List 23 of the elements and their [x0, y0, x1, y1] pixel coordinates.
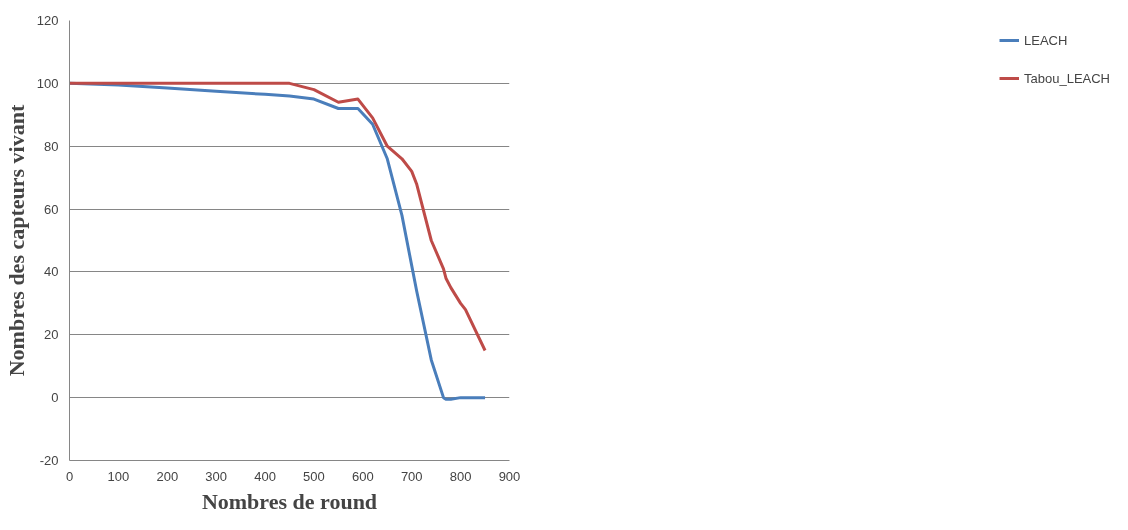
y-tick-label: 100 [36, 75, 59, 91]
y-tick-label: -20 [39, 453, 59, 468]
x-tick-label: 100 [107, 468, 130, 484]
x-tick-label: 400 [254, 468, 276, 484]
y-tick-label: 120 [36, 13, 59, 28]
y-tick-label: 40 [44, 264, 59, 280]
x-tick-label: 200 [156, 468, 179, 484]
y-tick-label: 60 [44, 201, 59, 217]
y-tick-label: 80 [44, 138, 59, 154]
y-axis-title: Nombres des capteurs vivant [3, 104, 29, 377]
y-tick-label: 0 [51, 390, 59, 406]
x-axis-title: Nombres de round [201, 488, 378, 514]
x-tick-label: 0 [65, 468, 74, 484]
x-tick-label: 700 [400, 468, 423, 484]
x-tick-label: 600 [351, 468, 374, 484]
x-tick-label: 900 [498, 468, 521, 484]
legend-label: LEACH [1024, 32, 1068, 48]
legend-label: Tabou_LEACH [1024, 70, 1110, 86]
x-tick-label: 800 [449, 468, 472, 484]
y-tick-label: 20 [44, 327, 59, 343]
line-series [69, 81, 487, 352]
x-tick-label: 500 [303, 468, 325, 484]
x-tick-label: 300 [205, 468, 228, 484]
